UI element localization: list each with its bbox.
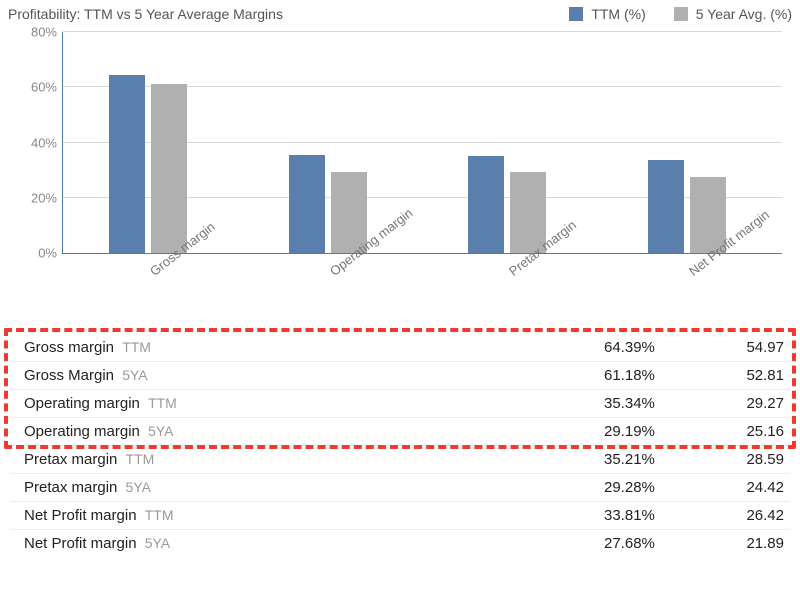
y-axis-label: 60% (17, 80, 57, 95)
metric-value-1: 64.39% (604, 339, 724, 356)
metric-name: Gross margin TTM (24, 339, 604, 356)
metric-value-1: 61.18% (604, 367, 724, 384)
bar-ttm (648, 160, 684, 253)
metric-value-1: 27.68% (604, 535, 724, 552)
table-row: Net Profit margin 5YA27.68%21.89 (10, 529, 790, 557)
bar-ttm (109, 75, 145, 253)
metric-value-2: 54.97 (724, 339, 784, 356)
margins-table: Gross margin TTM64.39%54.97Gross Margin … (10, 334, 790, 557)
y-axis-label: 80% (17, 25, 57, 40)
metric-name: Operating margin TTM (24, 395, 604, 412)
metric-value-1: 29.19% (604, 423, 724, 440)
chart-header: Profitability: TTM vs 5 Year Average Mar… (0, 0, 800, 24)
table-row: Operating margin TTM35.34%29.27 (10, 389, 790, 417)
bar-ttm (468, 156, 504, 253)
table-row: Operating margin 5YA29.19%25.16 (10, 417, 790, 445)
table-row: Net Profit margin TTM33.81%26.42 (10, 501, 790, 529)
metric-name: Pretax margin TTM (24, 451, 604, 468)
metric-value-2: 21.89 (724, 535, 784, 552)
metric-value-1: 33.81% (604, 507, 724, 524)
metric-value-2: 26.42 (724, 507, 784, 524)
y-axis-label: 20% (17, 190, 57, 205)
bar-group (648, 32, 736, 253)
table-row: Pretax margin TTM35.21%28.59 (10, 445, 790, 473)
metric-name: Pretax margin 5YA (24, 479, 604, 496)
legend-label-ttm: TTM (%) (591, 6, 645, 22)
plot-area: 0%20%40%60%80%Gross marginOperating marg… (62, 32, 782, 254)
table-row: Gross margin TTM64.39%54.97 (10, 334, 790, 361)
bar-group (109, 32, 197, 253)
metric-name: Operating margin 5YA (24, 423, 604, 440)
chart-legend: TTM (%) 5 Year Avg. (%) (569, 6, 792, 22)
table-row: Pretax margin 5YA29.28%24.42 (10, 473, 790, 501)
metric-value-1: 29.28% (604, 479, 724, 496)
metric-name: Net Profit margin TTM (24, 507, 604, 524)
metric-value-2: 28.59 (724, 451, 784, 468)
metric-value-1: 35.21% (604, 451, 724, 468)
chart-title: Profitability: TTM vs 5 Year Average Mar… (8, 6, 569, 22)
bar-ttm (289, 155, 325, 253)
bar-chart: 0%20%40%60%80%Gross marginOperating marg… (8, 24, 792, 314)
table-row: Gross Margin 5YA61.18%52.81 (10, 361, 790, 389)
y-axis-label: 40% (17, 135, 57, 150)
y-axis-label: 0% (17, 246, 57, 261)
metric-value-1: 35.34% (604, 395, 724, 412)
metric-value-2: 24.42 (724, 479, 784, 496)
legend-swatch-5ya (674, 7, 688, 21)
metric-name: Gross Margin 5YA (24, 367, 604, 384)
legend-item-5ya: 5 Year Avg. (%) (674, 6, 792, 22)
metric-value-2: 52.81 (724, 367, 784, 384)
legend-item-ttm: TTM (%) (569, 6, 645, 22)
metric-value-2: 29.27 (724, 395, 784, 412)
bar-5ya (151, 84, 187, 253)
bar-group (289, 32, 377, 253)
legend-label-5ya: 5 Year Avg. (%) (696, 6, 792, 22)
bar-group (468, 32, 556, 253)
legend-swatch-ttm (569, 7, 583, 21)
metric-value-2: 25.16 (724, 423, 784, 440)
metric-name: Net Profit margin 5YA (24, 535, 604, 552)
